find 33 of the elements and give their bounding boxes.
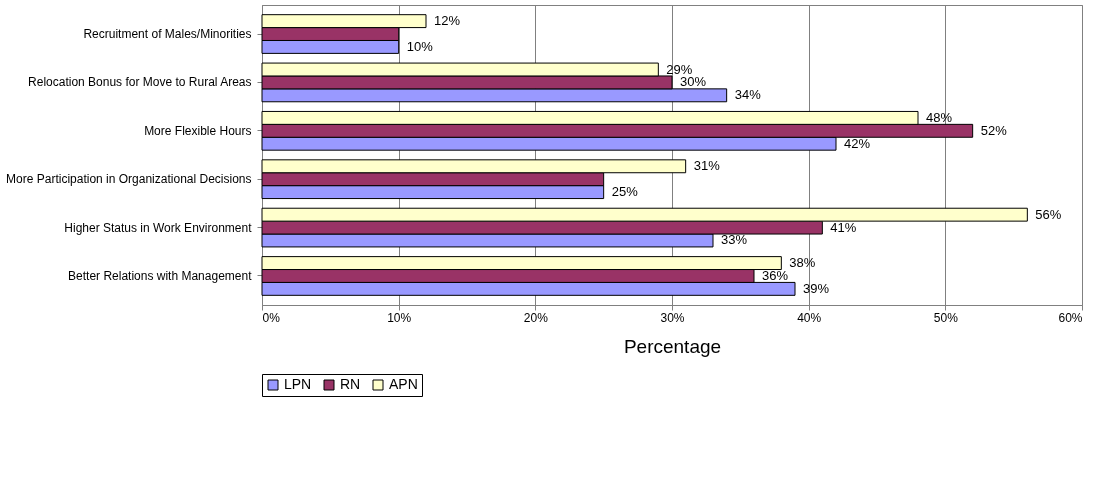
x-tick-label: 0% [262, 310, 281, 325]
legend-label: RN [340, 376, 361, 392]
x-axis-title: Percentage [623, 335, 722, 357]
x-tick-label: 10% [387, 310, 412, 325]
x-tick-label: 40% [797, 310, 822, 325]
x-tick-label: 20% [523, 310, 549, 325]
data-label: 39% [803, 280, 830, 296]
data-label: 48% [926, 109, 953, 125]
data-label: 30% [680, 74, 707, 90]
x-tick-label: 30% [660, 310, 685, 325]
data-label: 52% [980, 122, 1008, 138]
y-tick-label: More Participation in Organizational Decisions [6, 172, 252, 187]
data-label: 25% [611, 184, 639, 200]
legend-label: APN [389, 376, 418, 392]
y-tick-label: Relocation Bonus for Move to Rural Areas [28, 75, 252, 90]
data-label: 12% [434, 13, 461, 29]
y-tick-label: More Flexible Hours [144, 123, 252, 138]
legend-label: LPN [284, 376, 312, 392]
data-label: 42% [844, 135, 871, 151]
data-label: 41% [830, 219, 857, 235]
data-label: 10% [406, 38, 434, 54]
data-label: 56% [1035, 206, 1062, 222]
x-tick-label: 50% [933, 310, 959, 325]
data-label: 33% [721, 232, 748, 248]
y-tick-label: Better Relations with Management [68, 268, 253, 283]
y-tick-label: Higher Status in Work Environment [64, 220, 253, 235]
data-label: 31% [693, 158, 721, 174]
data-label: 36% [762, 267, 789, 283]
x-tick-label: 60% [1058, 310, 1083, 325]
y-tick-label: Recruitment of Males/Minorities [83, 27, 252, 42]
data-label: 29% [666, 61, 693, 77]
data-label: 34% [734, 87, 762, 103]
data-label: 38% [789, 255, 816, 271]
